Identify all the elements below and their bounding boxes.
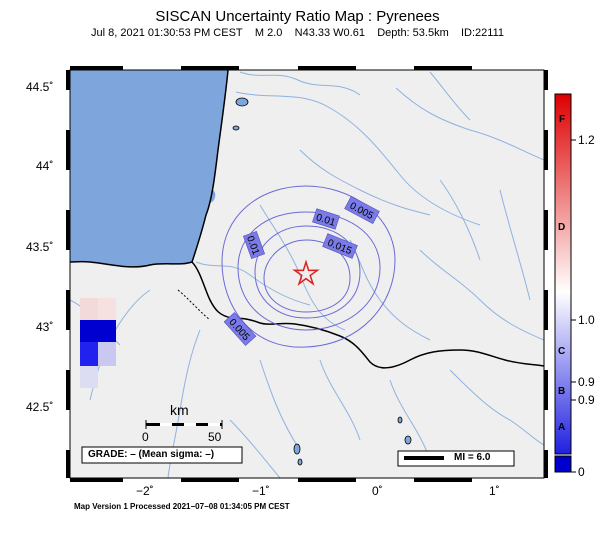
lat-label: 44˚ bbox=[36, 159, 54, 173]
colorbar bbox=[554, 93, 572, 455]
colorbar-value: 1.0 bbox=[578, 313, 595, 327]
colorbar-value: 1.2 bbox=[578, 133, 595, 147]
lon-label: 1˚ bbox=[489, 484, 500, 498]
star-icon[interactable] bbox=[292, 259, 320, 286]
mi-text: MI = 6.0 bbox=[454, 452, 491, 463]
scale-end: 50 bbox=[208, 430, 222, 444]
lakes bbox=[232, 97, 412, 466]
event-id: ID:22111 bbox=[460, 27, 504, 39]
grade-letter: D bbox=[558, 222, 566, 233]
scale-bar bbox=[145, 420, 223, 429]
grade-letter: A bbox=[558, 422, 566, 433]
lat-label: 43˚ bbox=[36, 320, 54, 334]
lat-label: 42.5˚ bbox=[26, 400, 54, 414]
map-border-ticks bbox=[66, 66, 548, 482]
grade-box bbox=[81, 446, 243, 464]
footer-text: Map Version 1 Processed 2021−07−08 01:34… bbox=[74, 502, 290, 511]
lon-label: −1˚ bbox=[252, 484, 270, 498]
event-date: Jul 8, 2021 01:30:53 PM CEST bbox=[91, 27, 243, 39]
grade-letter: B bbox=[558, 386, 566, 397]
border-line bbox=[191, 261, 544, 369]
lon-label: 0˚ bbox=[372, 484, 383, 498]
mi-bar bbox=[404, 456, 444, 460]
lagoon bbox=[205, 188, 216, 203]
event-location: N43.33 W0.61 bbox=[294, 27, 365, 39]
grade-text: GRADE: – (Mean sigma: –) bbox=[88, 449, 215, 460]
lat-label: 43.5˚ bbox=[26, 240, 54, 254]
map-title: SISCAN Uncertainty Ratio Map : Pyrenees bbox=[155, 8, 440, 25]
colorbar-ticks bbox=[571, 139, 576, 473]
mi-box bbox=[397, 450, 515, 467]
event-info: Jul 8, 2021 01:30:53 PM CEST M 2.0 N43.3… bbox=[0, 27, 595, 39]
scale-title: km bbox=[170, 402, 189, 418]
lat-label: 44.5˚ bbox=[26, 80, 54, 94]
colorbar-value: 0 bbox=[578, 465, 585, 479]
coastline bbox=[70, 70, 229, 268]
grade-letter: F bbox=[559, 114, 566, 125]
sea-area bbox=[70, 70, 228, 267]
colorbar-zero-swatch bbox=[554, 455, 572, 473]
grade-letter: C bbox=[558, 346, 566, 357]
grid-cells bbox=[80, 298, 116, 388]
event-depth: Depth: 53.5km bbox=[377, 27, 449, 39]
event-magnitude: M 2.0 bbox=[254, 27, 283, 39]
colorbar-value: 0.9 bbox=[578, 375, 595, 389]
border-dashed bbox=[177, 289, 211, 321]
colorbar-value: 0.9 bbox=[578, 393, 595, 407]
scale-start: 0 bbox=[142, 430, 149, 444]
lon-label: −2˚ bbox=[136, 484, 154, 498]
